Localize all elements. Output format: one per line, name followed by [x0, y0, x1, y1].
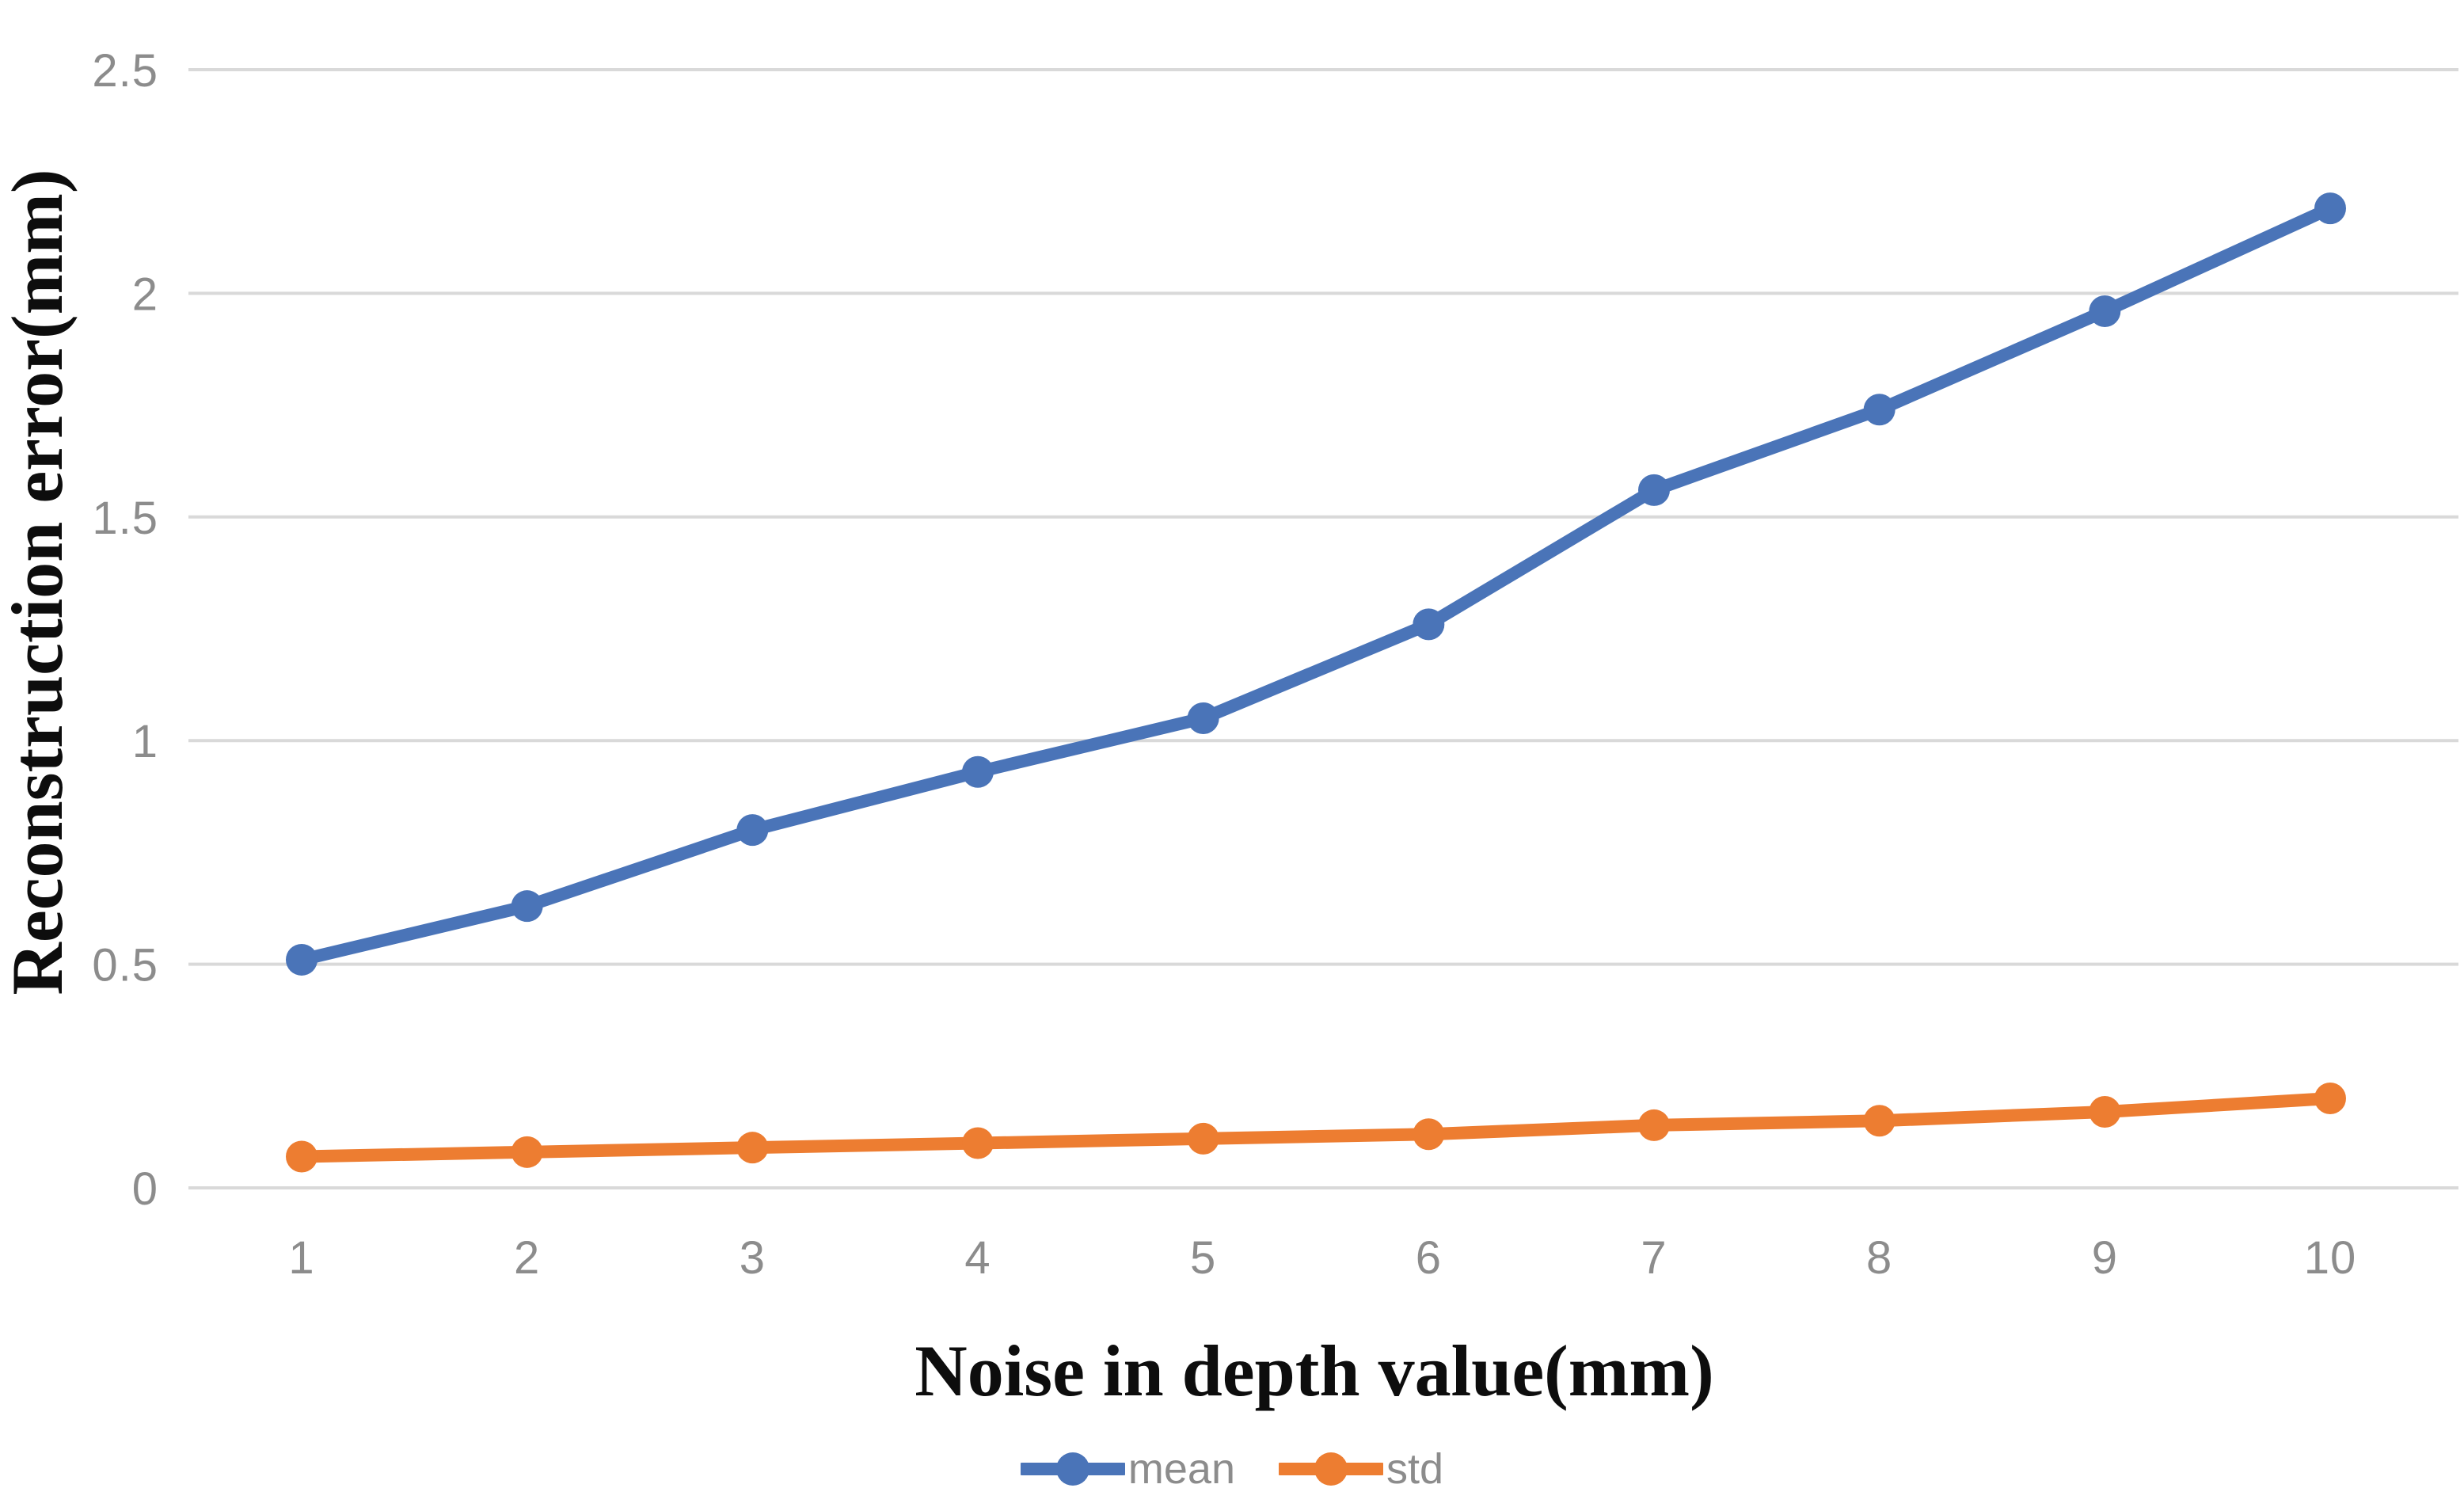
x-tick-label: 5	[1190, 1232, 1216, 1284]
data-point-std-8	[1863, 1105, 1896, 1137]
data-point-std-9	[2089, 1095, 2121, 1128]
data-point-mean-7	[1638, 474, 1670, 506]
x-tick-label: 6	[1416, 1232, 1442, 1284]
y-axis-title: Reconstruction error(mm)	[0, 169, 78, 995]
data-point-mean-1	[286, 943, 318, 976]
data-point-mean-3	[736, 814, 769, 847]
data-point-std-2	[511, 1136, 543, 1168]
legend-label-std: std	[1386, 1445, 1444, 1488]
x-tick-label: 10	[2304, 1232, 2357, 1284]
gridlines	[188, 68, 2458, 1189]
legend: mean std	[0, 1433, 2464, 1488]
legend-item-mean: mean	[1020, 1444, 1236, 1488]
data-point-std-7	[1638, 1109, 1670, 1141]
legend-circle-marker	[1314, 1452, 1348, 1486]
series-layer	[286, 192, 2346, 1173]
y-axis-tick-labels: 0 0.5 1 1.5 2 2.5	[92, 45, 158, 1215]
y-tick-label: 1.5	[92, 493, 158, 544]
y-tick-label: 1	[132, 716, 158, 767]
legend-circle-marker	[1055, 1452, 1089, 1486]
data-point-std-3	[736, 1132, 769, 1164]
legend-item-std: std	[1279, 1444, 1443, 1488]
x-tick-label: 4	[964, 1232, 991, 1284]
y-tick-label: 0	[132, 1163, 158, 1215]
x-tick-label: 8	[1866, 1232, 1892, 1284]
data-point-mean-8	[1863, 394, 1896, 426]
data-point-mean-5	[1187, 702, 1219, 734]
data-point-std-1	[286, 1140, 318, 1173]
data-point-std-10	[2314, 1083, 2346, 1115]
x-tick-label: 1	[288, 1232, 314, 1284]
legend-label-mean: mean	[1127, 1445, 1236, 1488]
x-tick-label: 2	[514, 1232, 540, 1284]
data-point-mean-4	[962, 755, 994, 788]
x-axis-tick-labels: 1 2 3 4 5 6 7 8 9 10	[288, 1232, 2356, 1284]
data-point-std-6	[1413, 1118, 1445, 1151]
y-tick-label: 0.5	[92, 940, 158, 991]
data-point-mean-10	[2314, 192, 2346, 225]
data-point-std-4	[962, 1127, 994, 1159]
data-point-mean-2	[511, 890, 543, 923]
x-tick-label: 3	[740, 1232, 766, 1284]
legend-marker-icon-std	[1279, 1452, 1384, 1486]
y-tick-label: 2	[132, 268, 158, 320]
data-point-std-5	[1187, 1122, 1219, 1155]
legend-marker-icon-mean	[1020, 1452, 1125, 1486]
x-tick-label: 7	[1641, 1232, 1667, 1284]
data-point-mean-9	[2089, 295, 2121, 327]
data-point-mean-6	[1413, 608, 1445, 641]
y-tick-label: 2.5	[92, 45, 158, 97]
series-line-std	[295, 1092, 2337, 1163]
x-tick-label: 9	[2092, 1232, 2118, 1284]
series-line-mean	[295, 202, 2337, 966]
x-axis-title: Noise in depth value(mm)	[914, 1330, 1713, 1411]
